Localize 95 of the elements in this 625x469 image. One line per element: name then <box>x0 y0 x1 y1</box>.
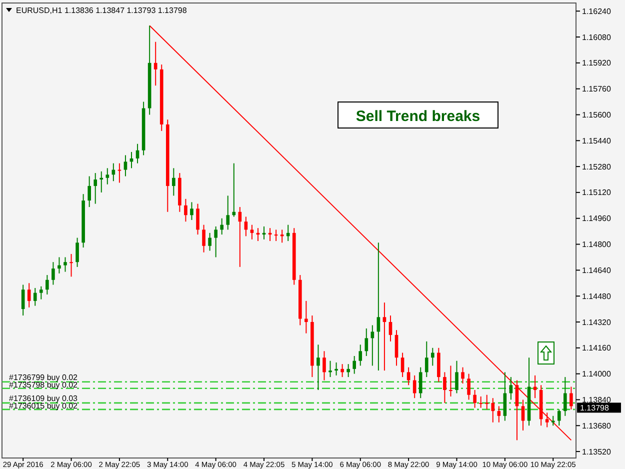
candlestick <box>172 168 176 196</box>
candlestick <box>52 262 55 286</box>
candlestick <box>190 202 194 220</box>
candlestick <box>39 286 43 300</box>
candlestick <box>346 364 350 378</box>
candlestick <box>94 172 98 204</box>
y-tick-label: 1.13680 <box>582 421 612 430</box>
candlestick <box>497 406 501 423</box>
ref-line-label: #1736799 buy 0.02 <box>9 372 78 382</box>
candlestick <box>352 355 356 374</box>
candlestick <box>316 344 320 390</box>
y-tick-label: 1.15280 <box>582 162 612 172</box>
candlestick <box>430 347 434 366</box>
candlestick <box>244 216 248 237</box>
candlestick <box>208 232 212 252</box>
candlestick <box>443 372 446 404</box>
candlestick <box>473 389 476 408</box>
candlestick <box>376 242 380 372</box>
y-tick-label: 1.14320 <box>582 318 612 327</box>
y-tick-label: 1.14800 <box>582 240 612 250</box>
candlestick <box>184 198 188 222</box>
candlestick <box>136 143 140 164</box>
candlestick <box>491 398 495 423</box>
candlestick <box>202 224 206 253</box>
y-tick-label: 1.15120 <box>582 188 612 198</box>
candlestick <box>226 195 230 230</box>
candlestick <box>27 282 31 308</box>
candlestick <box>118 162 122 184</box>
ref-line-label: #1736109 buy 0.03 <box>9 394 78 403</box>
ref-line-label: #1736015 buy 0.02 <box>9 401 78 410</box>
candlestick <box>58 256 61 274</box>
y-tick-label: 1.15600 <box>582 110 612 120</box>
candlestick <box>220 218 224 236</box>
candlestick <box>388 315 392 342</box>
candlestick <box>322 350 326 381</box>
candlestick <box>304 300 308 334</box>
candlestick <box>232 162 236 218</box>
candlestick <box>154 41 158 86</box>
y-tick-label: 1.14640 <box>582 266 612 275</box>
candlestick <box>449 365 452 397</box>
text: 1.13798 <box>580 403 610 412</box>
candlestick <box>570 386 573 410</box>
candlestick <box>100 170 104 193</box>
candlestick <box>509 376 513 400</box>
candlestick <box>455 360 458 394</box>
candlestick <box>286 224 290 242</box>
y-tick-label: 1.14960 <box>582 214 612 224</box>
candlestick <box>370 324 374 366</box>
y-tick-label: 1.14160 <box>582 344 612 353</box>
candlestick <box>521 399 525 431</box>
chart-title: EURUSD,H1 1.13836 1.13847 1.13793 1.13798 <box>16 6 188 15</box>
candlestick <box>557 408 561 426</box>
candlestick <box>196 203 200 236</box>
candlestick <box>400 352 404 378</box>
candlestick <box>274 229 278 242</box>
candlestick <box>340 364 344 378</box>
y-tick-label: 1.15440 <box>582 136 612 146</box>
candlestick <box>214 226 218 258</box>
candlestick <box>461 366 464 384</box>
y-tick-label: 1.16080 <box>582 32 612 42</box>
y-tick-label: 1.13840 <box>582 396 612 405</box>
candlestick <box>551 415 555 426</box>
annotation: Sell Trend breaks <box>356 108 480 125</box>
candlestick <box>382 302 386 372</box>
ref-line-label: #1735798 buy 0.02 <box>9 380 78 390</box>
candlestick <box>485 394 489 410</box>
candlestick <box>406 366 410 386</box>
candlestick <box>424 340 428 378</box>
candlestick <box>364 328 368 356</box>
y-tick-label: 1.15920 <box>582 58 612 68</box>
candlestick <box>70 253 73 278</box>
candlestick <box>564 376 567 416</box>
y-tick-label: 1.14000 <box>582 370 612 379</box>
y-tick-label: 1.16240 <box>582 6 612 16</box>
candlestick <box>250 224 254 240</box>
y-tick-label: 1.14480 <box>582 292 612 301</box>
candlestick <box>358 344 362 366</box>
candlestick <box>467 373 470 400</box>
candlestick <box>46 274 49 295</box>
candlestick <box>394 330 398 366</box>
candlestick <box>106 168 110 185</box>
y-tick-label: 1.15760 <box>582 84 612 94</box>
candlestick <box>64 256 67 272</box>
candlestick <box>418 366 422 399</box>
candlestick <box>76 237 79 268</box>
candlestick <box>21 284 25 316</box>
candlestick <box>503 372 507 422</box>
candlestick <box>479 396 482 408</box>
candlestick <box>33 287 37 306</box>
candlestick <box>124 154 128 177</box>
y-tick-label: 1.13520 <box>582 447 612 456</box>
candlestick <box>545 412 549 428</box>
candlestick <box>88 176 91 208</box>
candlestick <box>328 360 332 378</box>
candlestick <box>334 362 338 376</box>
